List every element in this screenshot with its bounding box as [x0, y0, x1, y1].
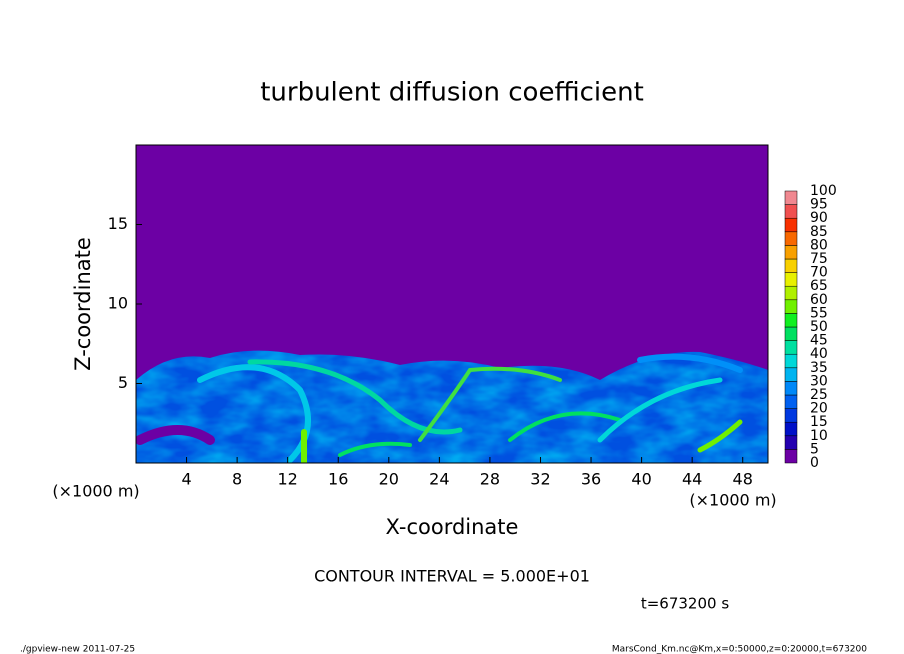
x-tick-label: 24	[429, 470, 449, 489]
colorbar-label: 35	[810, 360, 828, 376]
colorbar-label: 50	[810, 319, 828, 335]
colorbar-label: 15	[810, 414, 828, 430]
x-tick-label: 36	[581, 470, 601, 489]
y-tick-label: 10	[108, 294, 128, 313]
x-tick-label: 16	[328, 470, 348, 489]
colorbar-label: 85	[810, 224, 828, 240]
field	[136, 145, 768, 463]
y-tick-label: 15	[108, 214, 128, 233]
x-tick-label: 12	[278, 470, 298, 489]
colorbar-segment	[784, 190, 798, 205]
colorbar-label: 25	[810, 387, 828, 403]
colorbar-label: 95	[810, 197, 828, 213]
colorbar-segment	[784, 299, 798, 314]
colorbar-segment	[784, 381, 798, 396]
colorbar-label: 70	[810, 265, 828, 281]
colorbar-label: 90	[810, 210, 828, 226]
colorbar-label: 100	[810, 183, 837, 199]
footer-right: MarsCond_Km.nc@Km,x=0:50000,z=0:20000,t=…	[612, 645, 867, 654]
colorbar-segment	[784, 367, 798, 382]
colorbar-segment	[784, 421, 798, 437]
x-tick-label: 44	[682, 470, 702, 489]
contour-interval: CONTOUR INTERVAL = 5.000E+01	[314, 567, 590, 586]
chart-title: turbulent diffusion coefficient	[260, 78, 644, 108]
colorbar-segment	[784, 353, 798, 369]
y-axis-label: Z-coordinate	[71, 237, 95, 371]
x-tick-label: 40	[631, 470, 651, 489]
colorbar-segment	[784, 204, 798, 219]
x-tick-label: 20	[379, 470, 399, 489]
colorbar-label: 10	[810, 428, 828, 444]
x-unit: (×1000 m)	[52, 482, 139, 501]
colorbar-label: 30	[810, 373, 828, 389]
time-label: t=673200 s	[641, 595, 729, 613]
y-tick-label: 5	[118, 373, 128, 392]
colorbar-label: 20	[810, 401, 828, 417]
colorbar-segment	[784, 231, 798, 246]
colorbar-label: 75	[810, 251, 828, 267]
colorbar-segment	[784, 340, 798, 355]
y-unit: (×1000 m)	[689, 491, 776, 510]
colorbar-segment	[784, 326, 798, 341]
colorbar-label: 5	[810, 441, 819, 457]
colorbar-label: 65	[810, 278, 828, 294]
colorbar-label: 60	[810, 292, 828, 308]
colorbar-segment	[784, 245, 798, 260]
colorbar-label: 55	[810, 305, 828, 321]
colorbar-segment	[784, 285, 798, 301]
colorbar-label: 80	[810, 237, 828, 253]
colorbar-label: 40	[810, 346, 828, 362]
colorbar-segment	[784, 258, 798, 273]
colorbar-segment	[784, 435, 798, 450]
colorbar-segment	[784, 408, 798, 423]
x-tick-label: 4	[181, 470, 191, 489]
colorbar-segment	[784, 217, 798, 233]
x-tick-label: 28	[480, 470, 500, 489]
x-tick-label: 48	[733, 470, 753, 489]
colorbar-segment	[784, 313, 798, 328]
colorbar-label: 45	[810, 333, 828, 349]
colorbar-segment	[784, 449, 798, 464]
footer-left: ./gpview-new 2011-07-25	[20, 645, 135, 654]
colorbar-segment	[784, 272, 798, 287]
colorbar-label: 0	[810, 455, 819, 471]
x-tick-label: 8	[232, 470, 242, 489]
x-axis-label: X-coordinate	[386, 515, 519, 539]
colorbar-segment	[784, 394, 798, 409]
x-tick-label: 32	[530, 470, 550, 489]
